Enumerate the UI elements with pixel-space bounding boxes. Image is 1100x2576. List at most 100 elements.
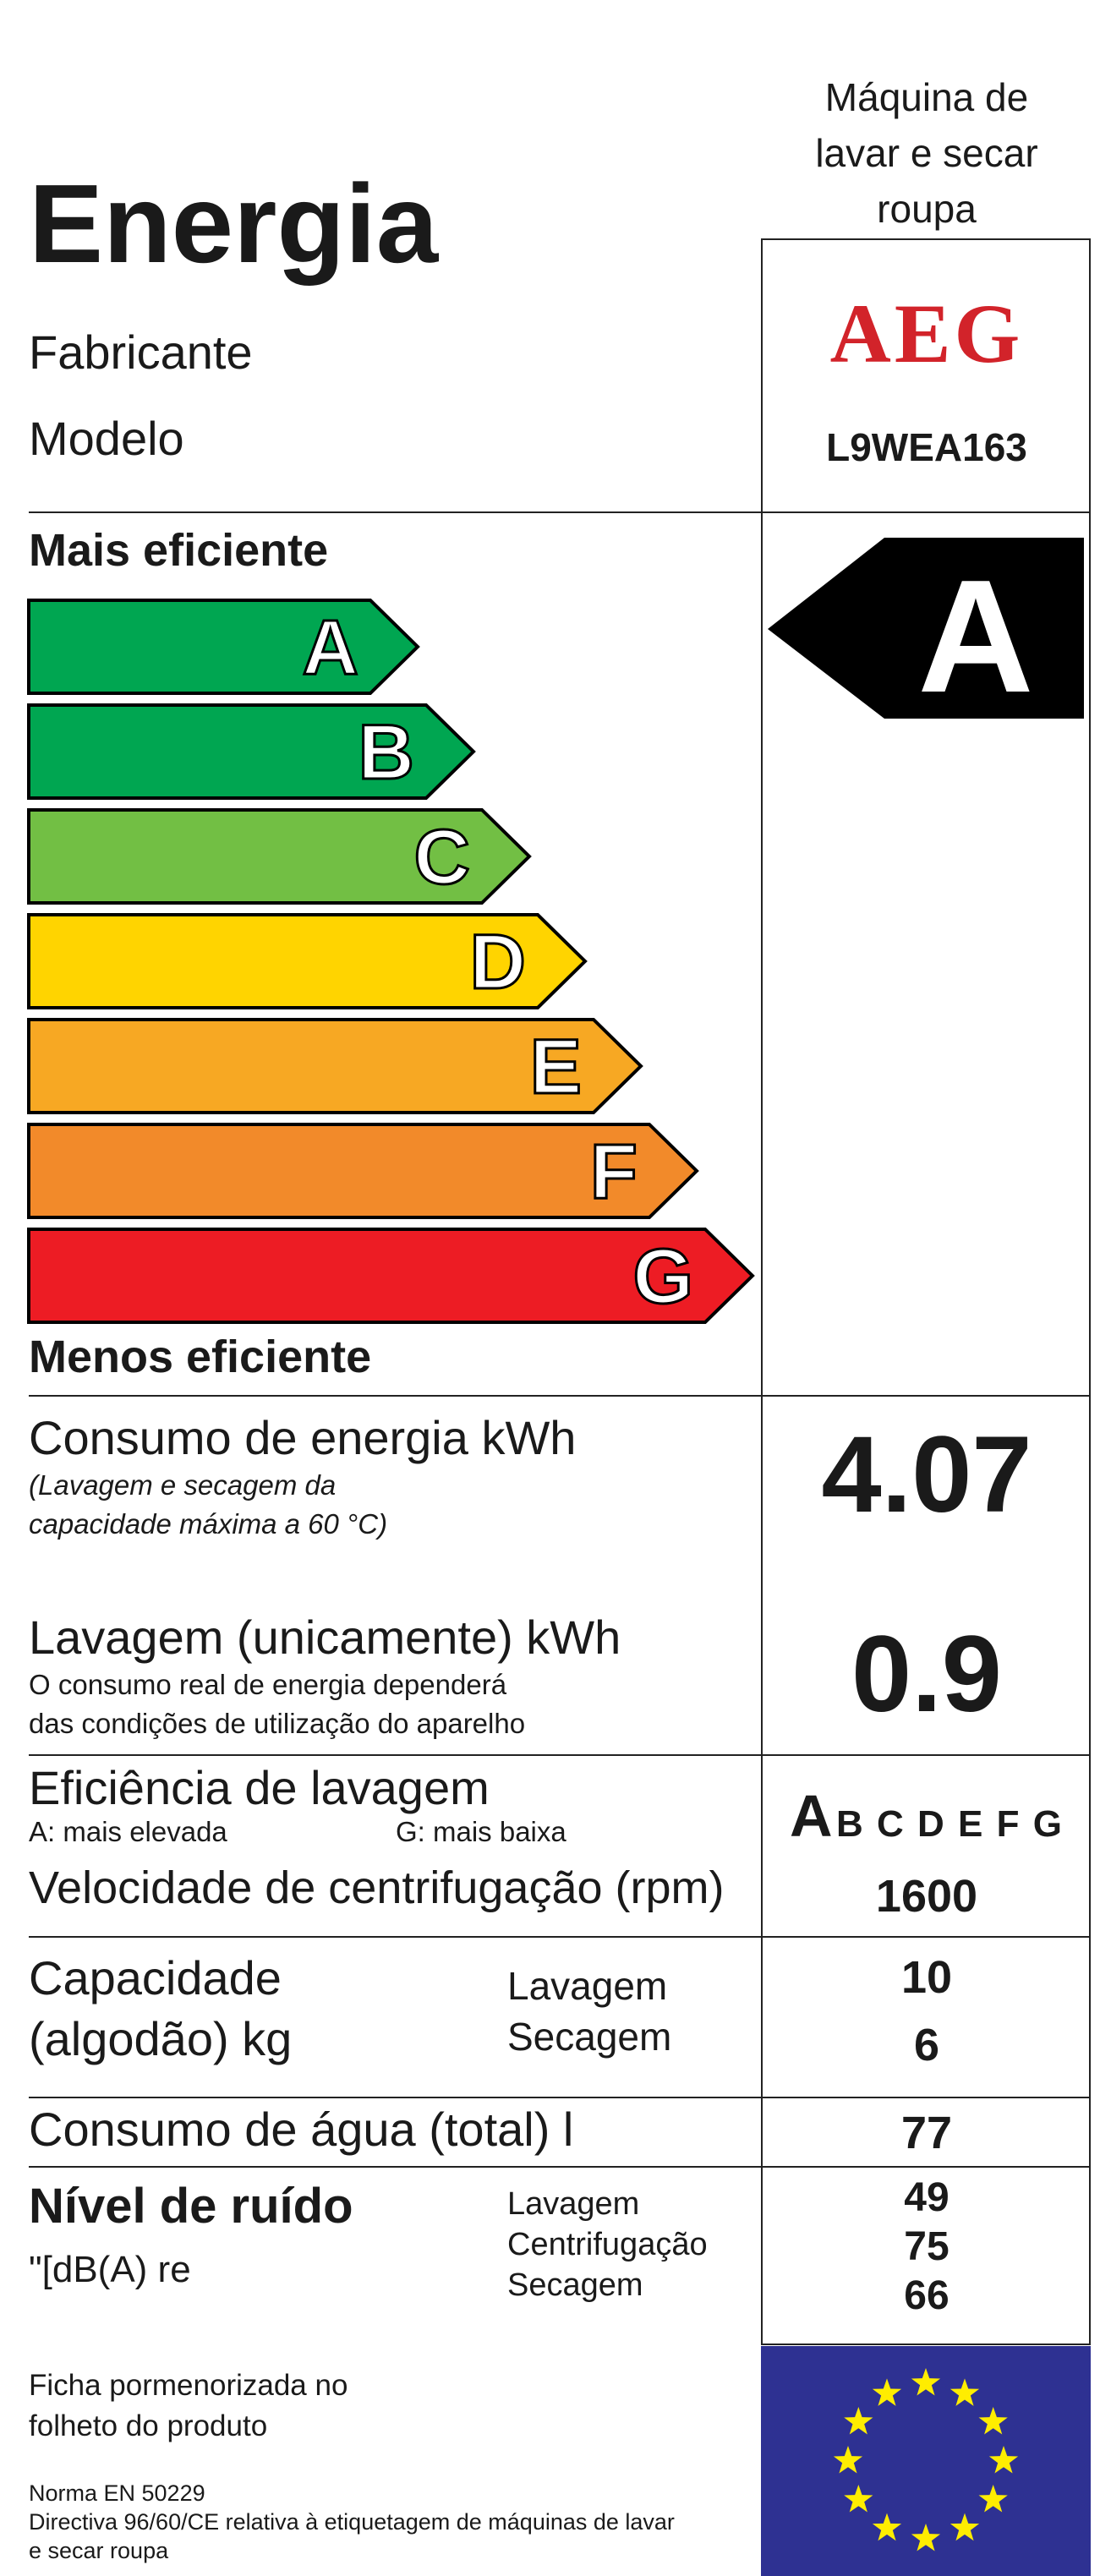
divider [29,2097,1091,2098]
efficiency-class-bar [27,703,476,800]
energy-value: 4.07 [821,1414,1032,1535]
eu-star-icon [978,2407,1008,2435]
noise-label: Nível de ruído [29,2179,353,2234]
appliance-type: Máquina de lavar e secar roupa [763,69,1091,237]
efficiency-class-letter: G [632,1233,693,1320]
eu-star-icon [833,2446,863,2474]
model-value: L9WEA163 [826,425,1027,469]
efficiency-class-letter: E [530,1024,582,1110]
energy-note: (Lavagem e secagem da capacidade máxima … [29,1466,387,1544]
efficiency-class-letter: B [358,709,414,796]
eu-star-icon [872,2378,902,2406]
spin-value: 1600 [875,1871,978,1922]
efficiency-class-d: D [27,913,588,1009]
directive-text: Directiva 96/60/CE relativa à etiquetage… [29,2508,675,2565]
efficiency-class-bar [27,1018,643,1114]
label-title: Energia [29,161,439,286]
eu-star-icon [911,2368,941,2396]
rating-arrow: A [768,538,1084,722]
capacity-label: Capacidade (algodão) kg [29,1948,292,2070]
efficiency-class-bar [27,1228,755,1324]
eu-flag [761,2346,1091,2576]
efficiency-class-bar [27,1123,699,1219]
appliance-type-line: lavar e secar [815,131,1038,175]
wash-efficiency-high: A: mais elevada [29,1816,227,1847]
wash-energy-note: O consumo real de energia dependerá das … [29,1665,525,1743]
efficiency-class-bar [27,599,420,695]
product-sheet-note: Ficha pormenorizada no folheto do produt… [29,2365,348,2447]
wash-efficiency-scale: A B C D E F G [763,1782,1091,1850]
energy-note-line: capacidade máxima a 60 °C) [29,1508,388,1540]
water-value: 77 [900,2108,953,2158]
appliance-type-line: roupa [877,187,977,231]
eu-star-icon [872,2513,902,2541]
wash-energy-value: 0.9 [851,1614,1002,1735]
noise-dry-value: 66 [904,2273,950,2318]
appliance-type-line: Máquina de [824,75,1029,119]
eu-star-icon [978,2485,1008,2513]
capacity-dry-label: Secagem [507,2015,672,2059]
water-label: Consumo de água (total) l [29,2103,574,2156]
eu-star-icon [988,2446,1019,2474]
divider [29,1395,1091,1397]
wash-energy-note-line: das condições de utilização do aparelho [29,1708,526,1739]
norm-text: Norma EN 50229 [29,2480,205,2506]
eu-star-icon [844,2485,873,2513]
capacity-wash-value: 10 [900,1952,953,2003]
efficiency-class-f: F [27,1123,699,1219]
directive-line: Directiva 96/60/CE relativa à etiquetage… [29,2509,675,2535]
efficiency-class-letter: F [590,1129,638,1215]
noise-spin-label: Centrifugação [507,2227,708,2262]
noise-dry-label: Secagem [507,2267,643,2303]
spin-label: Velocidade de centrifugação (rpm) [29,1862,725,1913]
wash-efficiency-selected: A [790,1783,833,1849]
directive-line: e secar roupa [29,2538,169,2563]
wash-efficiency-others: B C D E F G [836,1803,1064,1845]
divider [29,1754,1091,1756]
wash-efficiency-low: G: mais baixa [396,1816,566,1847]
efficiency-class-bar [27,913,588,1009]
efficiency-class-b: B [27,703,476,800]
scale-bottom-label: Menos eficiente [29,1332,372,1382]
efficiency-class-g: G [27,1228,755,1324]
divider [29,1936,1091,1938]
efficiency-class-e: E [27,1018,643,1114]
right-box-bottom-border [761,2344,1091,2345]
efficiency-class-letter: D [470,919,526,1005]
brand-logo: AEG [829,287,1024,380]
efficiency-class-bar [27,808,532,905]
capacity-label-line: (algodão) kg [29,2012,293,2065]
right-box-top-border [761,238,1091,240]
wash-energy-label: Lavagem (unicamente) kWh [29,1611,621,1664]
right-box-right-border [1089,238,1091,2345]
capacity-wash-label: Lavagem [507,1964,668,2008]
efficiency-class-letter: C [414,814,470,900]
product-sheet-note-line: Ficha pormenorizada no [29,2369,348,2402]
product-sheet-note-line: folheto do produto [29,2409,268,2442]
energy-note-line: (Lavagem e secagem da [29,1469,337,1501]
wash-energy-note-line: O consumo real de energia dependerá [29,1669,507,1700]
noise-unit: "[dB(A) re [29,2249,191,2290]
energy-label: Consumo de energia kWh [29,1411,577,1464]
eu-star-icon [950,2378,980,2406]
divider [29,511,1091,513]
efficiency-class-letter: A [303,604,358,691]
capacity-label-line: Capacidade [29,1951,282,2004]
noise-wash-label: Lavagem [507,2186,640,2222]
wash-efficiency-label: Eficiência de lavagem [29,1761,490,1814]
model-label: Modelo [29,412,184,465]
capacity-dry-value: 6 [913,2020,940,2070]
eu-star-icon [950,2513,980,2541]
eu-star-icon [911,2524,941,2551]
divider [29,2166,1091,2168]
right-box-left-border [761,238,763,2345]
efficiency-class-c: C [27,808,532,905]
scale-top-label: Mais eficiente [29,525,329,576]
noise-wash-value: 49 [904,2175,950,2220]
manufacturer-label: Fabricante [29,325,253,379]
noise-spin-value: 75 [904,2224,950,2269]
rating-letter: A [917,547,1033,722]
eu-star-icon [844,2407,873,2435]
efficiency-class-a: A [27,599,420,695]
